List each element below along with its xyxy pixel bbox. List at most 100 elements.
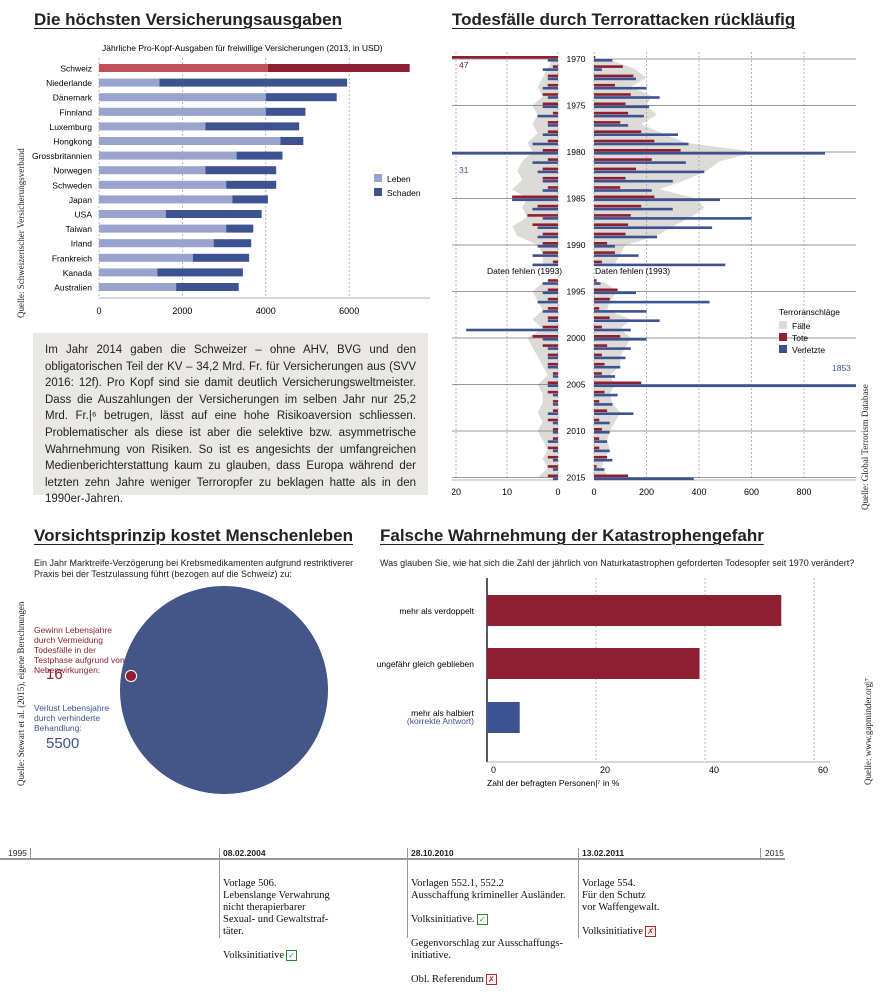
gain-label: Gewinn Lebensjahre durch Vermeidung Tode… <box>34 625 125 675</box>
bar-verletzte-right-1996 <box>594 300 710 304</box>
bar-verletzte-left-1985 <box>512 198 558 202</box>
legend-swatch-faelle <box>779 321 787 329</box>
bar-verletzte-right-1990 <box>594 245 615 248</box>
bar-tote-left-2000 <box>532 335 558 338</box>
bar-leben-japan <box>99 195 233 204</box>
x-tick-6000: 6000 <box>339 306 359 316</box>
bar-verletzte-left-2008 <box>547 412 558 415</box>
bar-tote-left-1970 <box>452 56 558 59</box>
gain-circle <box>124 669 138 683</box>
bar-leben-taiwan <box>99 224 227 233</box>
perception-title: Falsche Wahrnehmung der Katastrophengefa… <box>380 526 764 545</box>
bar-leben-luxemburg <box>99 122 206 131</box>
bar-verletzte-left-1971 <box>542 68 558 71</box>
x-tick-2000: 2000 <box>172 306 192 316</box>
category-label-niederlande: Niederlande <box>46 78 92 88</box>
terror-legend-title: Terroranschläge <box>779 307 840 317</box>
bar-tote-right-1973 <box>594 83 615 87</box>
bar-verletzte-right-1988 <box>594 226 713 229</box>
timeline-line <box>0 858 785 860</box>
bar-tote-right-1975 <box>594 102 626 106</box>
x-tick-right-600: 600 <box>744 487 759 497</box>
perception-question: Was glauben Sie, wie hat sich die Zahl d… <box>380 558 855 568</box>
bar-tote-left-1992 <box>552 260 558 264</box>
bar-tote-right-1999 <box>594 325 602 329</box>
missing-data-right: Daten fehlen (1993) <box>595 266 670 276</box>
bar-leben-norwegen <box>99 166 206 175</box>
timeline-end-year: 2015 <box>765 848 784 858</box>
bar-tote-right-1970 <box>594 56 596 59</box>
category-label-frankreich: Frankreich <box>52 253 92 263</box>
bar-mehr-als-verdoppelt <box>487 595 782 626</box>
bar-verletzte-left-1979 <box>532 142 558 146</box>
terror-chart: 1970197519801985199019952000200520102015… <box>452 52 856 497</box>
bar-schaden-schweiz <box>267 64 410 72</box>
bar-schaden-australien <box>176 283 239 291</box>
bar-tote-left-1984 <box>547 186 558 189</box>
correct-answer-note: (korrekte Antwort) <box>407 716 474 726</box>
bar-verletzte-left-1970 <box>547 59 558 62</box>
event-text-1: Vorlage 506. Lebenslange Verwahrung nich… <box>223 878 330 937</box>
bar-tote-left-1971 <box>552 65 558 68</box>
precaution-chart <box>120 586 328 794</box>
event-vote-3: Volksinitiative ✗ <box>582 926 752 938</box>
bar-schaden-frankreich <box>192 253 250 262</box>
year-label-1985: 1985 <box>567 194 586 204</box>
bar-tote-left-1985 <box>512 195 558 199</box>
bar-tote-right-2009 <box>594 418 600 422</box>
bar-tote-right-2010 <box>594 428 602 431</box>
x-tick-left-20: 20 <box>452 487 461 497</box>
label-31: 31 <box>459 165 469 175</box>
bar-verletzte-left-1991 <box>532 254 558 257</box>
bar-schaden-niederlande <box>159 78 348 87</box>
bar-verletzte-right-1978 <box>594 133 678 136</box>
bar-verletzte-right-1972 <box>594 77 636 81</box>
bar-verletzte-left-1997 <box>542 310 558 313</box>
year-label-2015: 2015 <box>567 473 586 483</box>
loss-circle <box>120 586 328 794</box>
bar-verletzte-left-1977 <box>547 124 558 127</box>
cross-icon: ✗ <box>645 926 657 938</box>
bar-tote-left-1981 <box>547 158 558 161</box>
bar-tote-left-2004 <box>552 372 558 375</box>
bar-verletzte-left-1973 <box>542 86 558 90</box>
legend-swatch-tote <box>779 333 787 341</box>
insurance-chart: Jährliche Pro-Kopf-Ausgaben für freiwill… <box>32 43 430 316</box>
bar-verletzte-left-2007 <box>552 403 558 406</box>
bar-tote-left-1990 <box>542 242 558 245</box>
bar-verletzte-right-1991 <box>594 254 639 257</box>
bar-verletzte-left-1999 <box>466 328 558 332</box>
bar-verletzte-left-1998 <box>547 319 558 322</box>
bar-tote-right-1992 <box>594 260 602 264</box>
bar-tote-left-1979 <box>547 139 558 143</box>
bar-verletzte-right-2006 <box>594 393 618 397</box>
label-47: 47 <box>459 60 469 70</box>
bar-tote-right-2013 <box>594 455 608 459</box>
bar-verletzte-left-2001 <box>547 347 558 350</box>
category-label-ungefähr-gleich-geblieben: ungefähr gleich geblieben <box>377 659 475 669</box>
precaution-title: Vorsichtsprinzip kostet Menschenleben <box>34 526 353 545</box>
bar-tote-right-1979 <box>594 139 655 143</box>
category-label-schweden: Schweden <box>52 180 92 190</box>
timeline-start-year: 1995 <box>8 848 27 858</box>
bar-tote-right-2006 <box>594 390 605 394</box>
loss-value: 5500 <box>46 735 80 752</box>
bar-tote-right-1986 <box>594 204 642 208</box>
terror-legend: Terroranschläge Fälle Tote Verletzte <box>779 307 840 355</box>
bar-mehr-als-halbiert <box>487 702 520 733</box>
bar-tote-left-2009 <box>547 418 558 422</box>
bar-verletzte-right-2008 <box>594 412 634 415</box>
event-date-1: 08.02.2004 <box>223 848 266 858</box>
bar-verletzte-right-1989 <box>594 235 657 239</box>
bar-verletzte-right-1982 <box>594 170 705 174</box>
bar-verletzte-left-1989 <box>537 235 558 239</box>
bar-verletzte-right-1980 <box>594 152 825 155</box>
event-vote-1: Volksinitiative ✓ <box>223 950 403 962</box>
bar-tote-left-1973 <box>547 83 558 87</box>
bar-schaden-kanada <box>157 268 243 277</box>
event-vote-2a: Volksinitiative. ✓ <box>411 914 581 926</box>
bar-tote-right-1982 <box>594 167 636 171</box>
bar-leben-niederlande <box>99 78 160 87</box>
terror-source: Quelle: Global Terrorism Database <box>860 384 870 510</box>
insurance-source: Quelle: Schweizerischer Versicherungsver… <box>16 148 26 318</box>
